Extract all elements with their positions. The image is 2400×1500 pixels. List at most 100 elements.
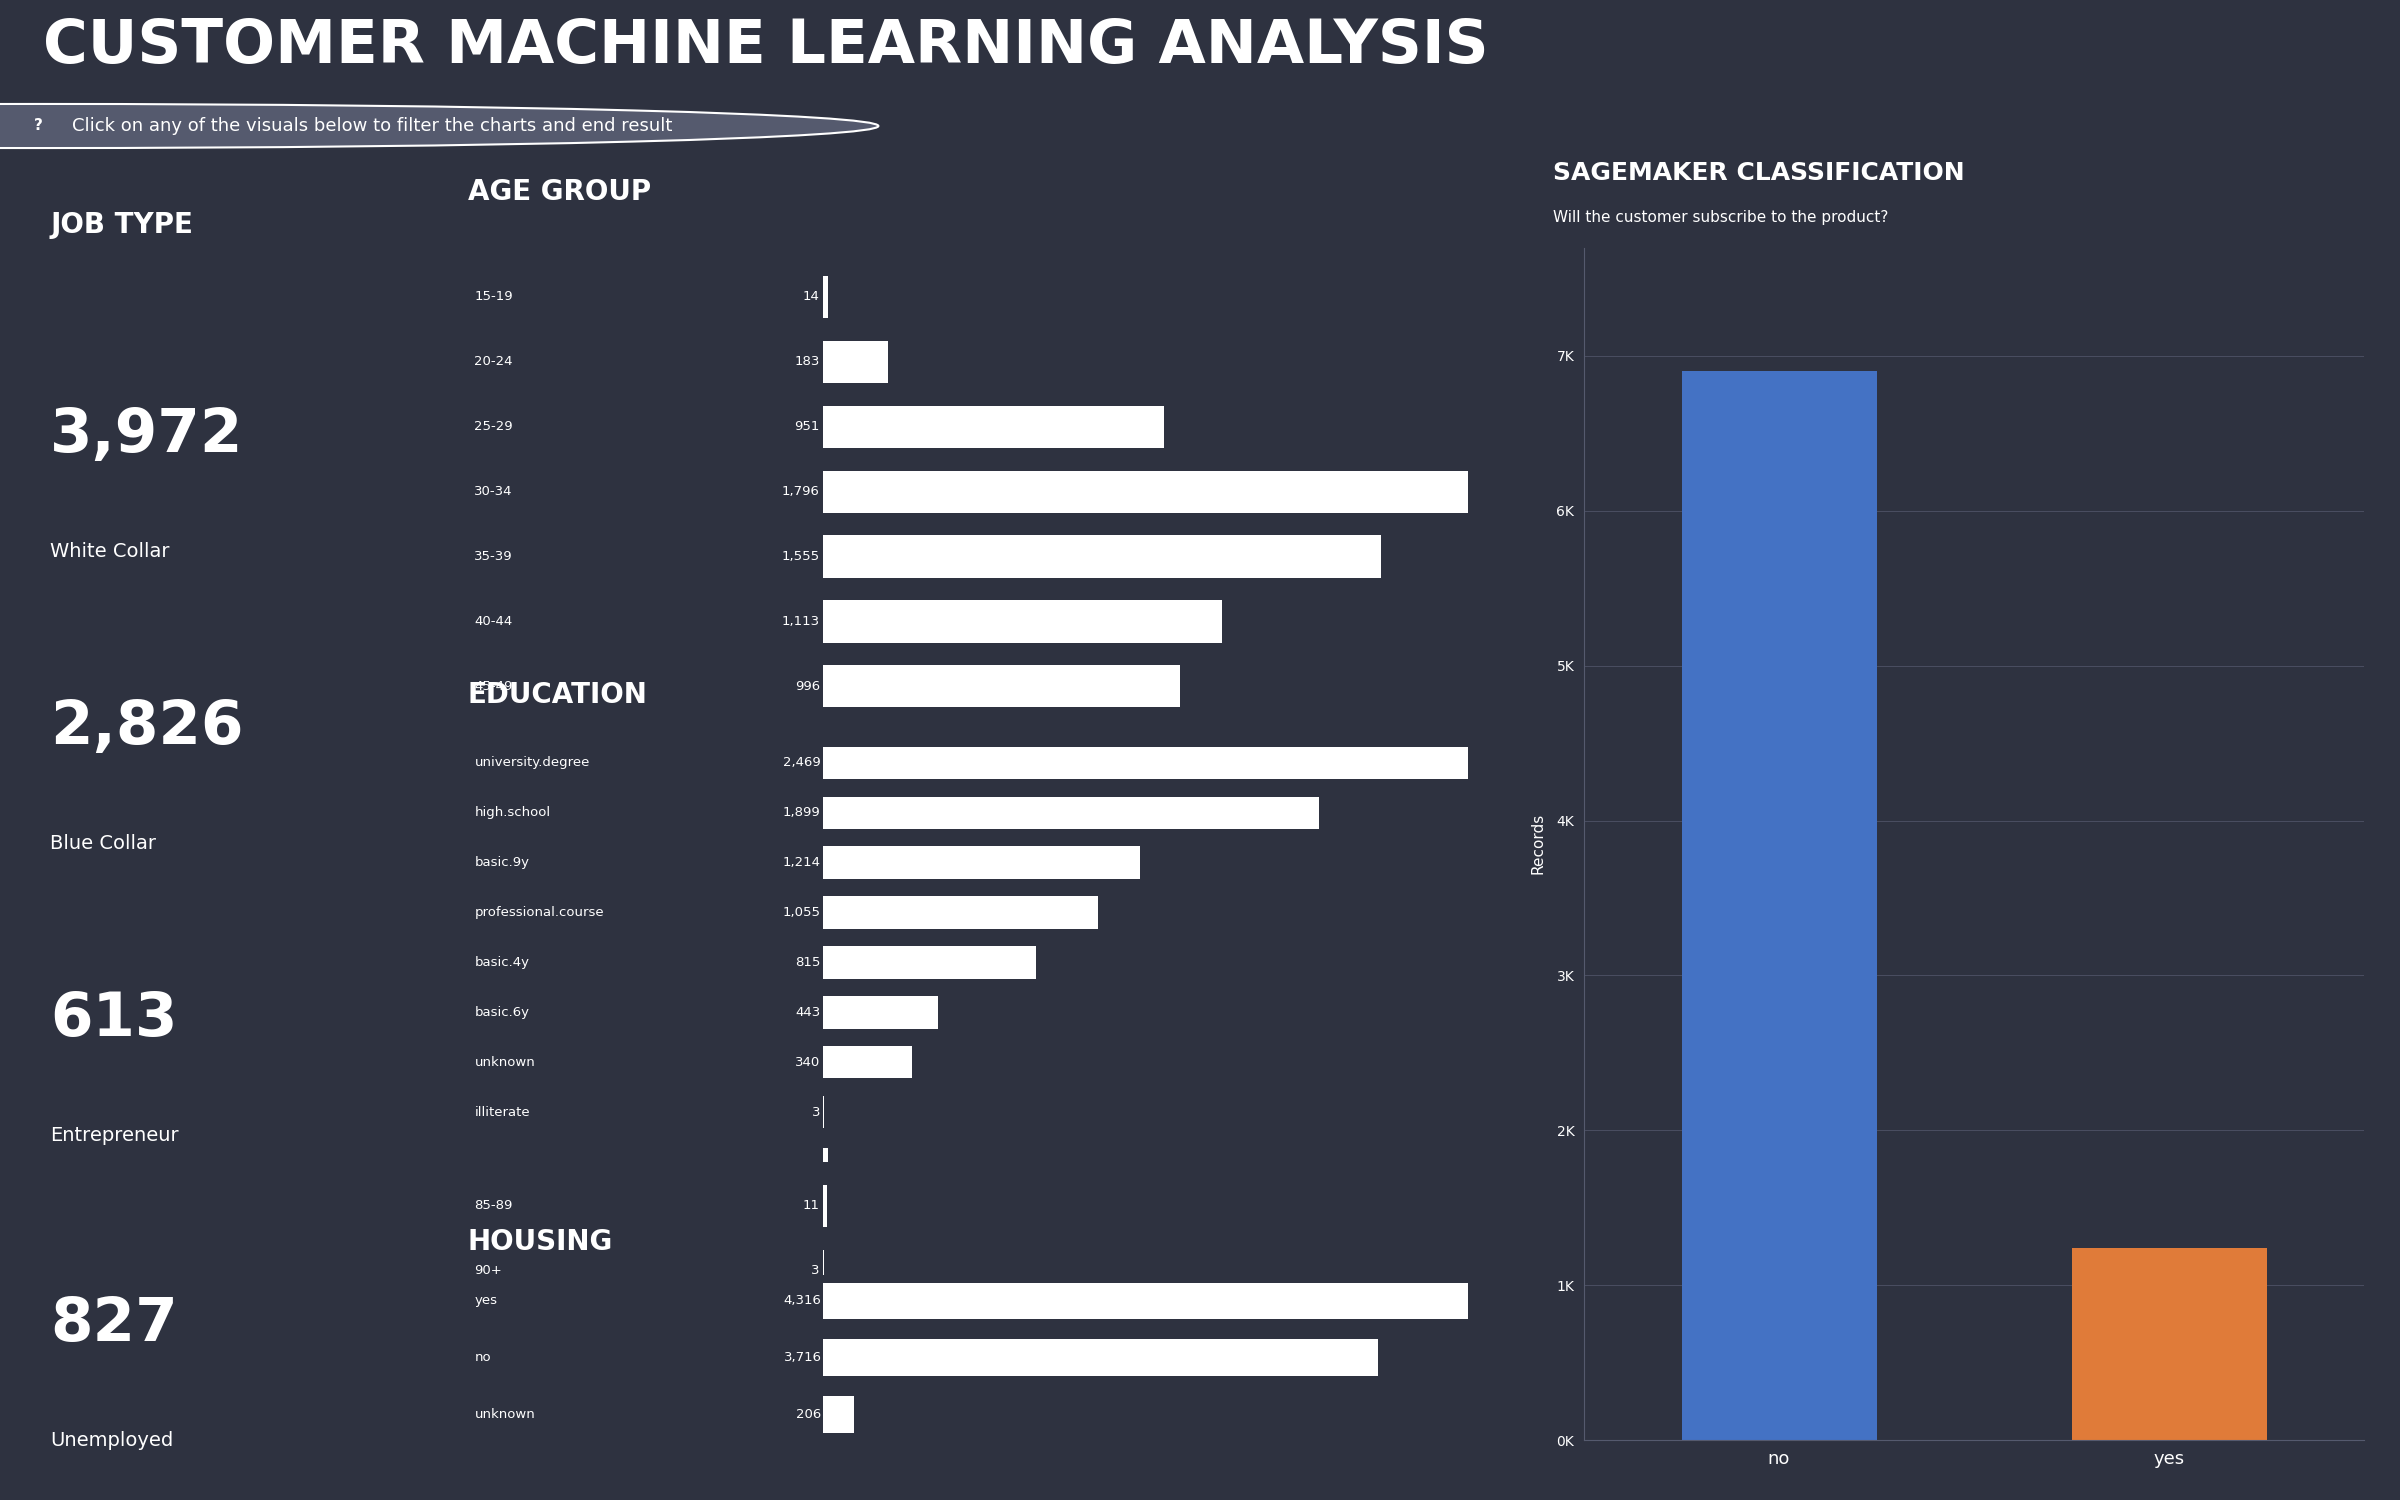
Bar (823, 1282, 1469, 1320)
Text: 40-44: 40-44 (475, 615, 514, 628)
Text: 46: 46 (804, 1005, 821, 1017)
Bar (823, 1119, 828, 1162)
Text: 15-19: 15-19 (475, 291, 514, 303)
Text: 1,899: 1,899 (782, 806, 821, 819)
Text: Blue Collar: Blue Collar (50, 834, 156, 854)
Text: 951: 951 (794, 420, 821, 434)
Text: 121: 121 (794, 874, 821, 888)
Text: 1,055: 1,055 (782, 906, 821, 920)
Bar (823, 747, 1469, 778)
Text: 39: 39 (804, 939, 821, 952)
Bar (823, 1046, 912, 1078)
Bar (823, 926, 838, 968)
Text: university.degree: university.degree (475, 756, 590, 770)
Text: Unemployed: Unemployed (50, 1431, 173, 1450)
Text: 14: 14 (804, 291, 821, 303)
Bar (823, 276, 828, 318)
Text: 30-34: 30-34 (475, 484, 514, 498)
Text: 60-64: 60-64 (475, 874, 514, 888)
Bar (823, 996, 938, 1029)
Text: Entrepreneur: Entrepreneur (50, 1126, 180, 1144)
Text: 3: 3 (811, 1264, 821, 1276)
Text: ?: ? (34, 118, 43, 134)
Bar (823, 1395, 854, 1432)
Text: 20-24: 20-24 (475, 356, 514, 369)
Text: 3,716: 3,716 (782, 1352, 821, 1364)
Bar (823, 471, 1469, 513)
Text: 25: 25 (804, 1070, 821, 1083)
Text: 50-54: 50-54 (475, 746, 514, 758)
Text: unknown: unknown (475, 1407, 535, 1420)
Bar (823, 405, 1164, 448)
Text: 2,469: 2,469 (782, 756, 821, 770)
Bar (823, 859, 866, 901)
Bar (823, 536, 1380, 578)
Text: JOB TYPE: JOB TYPE (50, 211, 194, 240)
Text: SAGEMAKER CLASSIFICATION: SAGEMAKER CLASSIFICATION (1553, 162, 1966, 186)
Text: 70-74: 70-74 (475, 1005, 514, 1017)
Text: 757: 757 (794, 746, 821, 758)
Text: 85-89: 85-89 (475, 1198, 514, 1212)
Text: 16: 16 (804, 1134, 821, 1148)
Y-axis label: Records: Records (1531, 813, 1546, 874)
Text: unknown: unknown (475, 1056, 535, 1070)
Text: illiterate: illiterate (475, 1106, 530, 1119)
Text: 2,826: 2,826 (50, 698, 245, 758)
Text: 55-59: 55-59 (475, 810, 514, 822)
Text: HOUSING: HOUSING (468, 1228, 614, 1256)
Text: 1,555: 1,555 (782, 550, 821, 562)
Text: 90+: 90+ (475, 1264, 502, 1276)
Bar (823, 897, 1099, 928)
Bar (823, 990, 840, 1032)
Text: no: no (475, 1352, 492, 1364)
Text: 827: 827 (50, 1294, 178, 1354)
Bar (823, 1054, 833, 1096)
Text: 25-29: 25-29 (475, 420, 514, 434)
Text: AGE GROUP: AGE GROUP (468, 178, 650, 206)
Text: yes: yes (475, 1294, 497, 1308)
Bar (823, 340, 888, 382)
Text: EDUCATION: EDUCATION (468, 681, 648, 708)
Text: professional.course: professional.course (475, 906, 605, 920)
Text: Click on any of the visuals below to filter the charts and end result: Click on any of the visuals below to fil… (72, 117, 672, 135)
Bar (823, 795, 1042, 837)
Bar (2071, 1248, 2266, 1440)
Text: basic.6y: basic.6y (475, 1007, 530, 1019)
Text: 613: 613 (50, 990, 178, 1048)
Text: 3,972: 3,972 (50, 406, 245, 465)
Text: 65-69: 65-69 (475, 939, 514, 952)
Text: 1,796: 1,796 (782, 484, 821, 498)
Text: 443: 443 (794, 1007, 821, 1019)
Bar (823, 666, 1181, 708)
Text: 996: 996 (794, 680, 821, 693)
Text: 183: 183 (794, 356, 821, 369)
Text: 4,316: 4,316 (785, 1294, 821, 1308)
Bar (1682, 372, 1877, 1440)
Text: 11: 11 (804, 1198, 821, 1212)
Text: 35-39: 35-39 (475, 550, 514, 562)
Text: White Collar: White Collar (50, 543, 170, 561)
Circle shape (0, 104, 878, 148)
Bar (823, 730, 1094, 772)
Text: basic.9y: basic.9y (475, 856, 530, 868)
Text: 45-49: 45-49 (475, 680, 514, 693)
Text: CUSTOMER MACHINE LEARNING ANALYSIS: CUSTOMER MACHINE LEARNING ANALYSIS (43, 16, 1488, 76)
Text: 815: 815 (794, 956, 821, 969)
Text: 1,214: 1,214 (782, 856, 821, 868)
Bar (823, 600, 1222, 642)
Bar (823, 1340, 1378, 1376)
Text: Will the customer subscribe to the product?: Will the customer subscribe to the produ… (1553, 210, 1889, 225)
Bar (823, 1185, 826, 1227)
Text: 3: 3 (811, 1106, 821, 1119)
Bar (823, 946, 1037, 978)
Text: 1,113: 1,113 (782, 615, 821, 628)
Text: 75-79: 75-79 (475, 1070, 514, 1083)
Bar (823, 796, 1320, 830)
Text: 340: 340 (794, 1056, 821, 1070)
Text: 206: 206 (797, 1407, 821, 1420)
Text: high.school: high.school (475, 806, 550, 819)
Text: 80-84: 80-84 (475, 1134, 514, 1148)
Text: basic.4y: basic.4y (475, 956, 530, 969)
Text: 612: 612 (794, 810, 821, 822)
Bar (823, 846, 1140, 879)
